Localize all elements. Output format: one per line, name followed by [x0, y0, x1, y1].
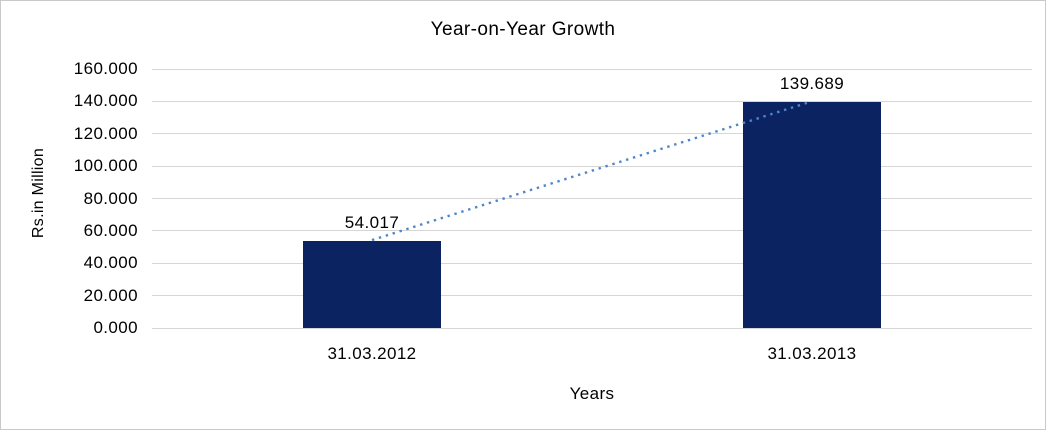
gridline: [152, 262, 1032, 264]
gridline: [152, 327, 1032, 329]
bar-value-label: 54.017: [344, 212, 400, 232]
gridline: [152, 295, 1032, 297]
bar-value-label: 139.689: [779, 73, 845, 93]
chart-title: Year-on-Year Growth: [430, 19, 616, 40]
y-tick-label: 20.000: [83, 285, 138, 305]
y-tick-label: 0.000: [93, 318, 138, 337]
bar: [743, 101, 881, 328]
y-tick-label: 60.000: [83, 220, 138, 240]
y-tick-label: 80.000: [83, 188, 138, 208]
gridline: [152, 133, 1032, 135]
x-category-label: 31.03.2012: [327, 344, 417, 363]
bar: [303, 240, 441, 328]
y-tick-label: 140.000: [73, 91, 138, 111]
gridline: [152, 230, 1032, 232]
y-tick-label: 40.000: [83, 253, 138, 273]
plot-area: [152, 68, 1032, 329]
x-axis-title: Years: [569, 384, 615, 403]
gridline: [152, 198, 1032, 199]
gridline: [152, 100, 1032, 102]
y-tick-label: 100.000: [73, 156, 138, 176]
gridline: [152, 68, 1032, 70]
gridline: [152, 165, 1032, 167]
y-tick-label: 160.000: [73, 59, 138, 78]
x-category-label: 31.03.2013: [767, 344, 857, 363]
y-tick-label: 120.000: [73, 123, 138, 143]
trendline: [371, 101, 808, 242]
